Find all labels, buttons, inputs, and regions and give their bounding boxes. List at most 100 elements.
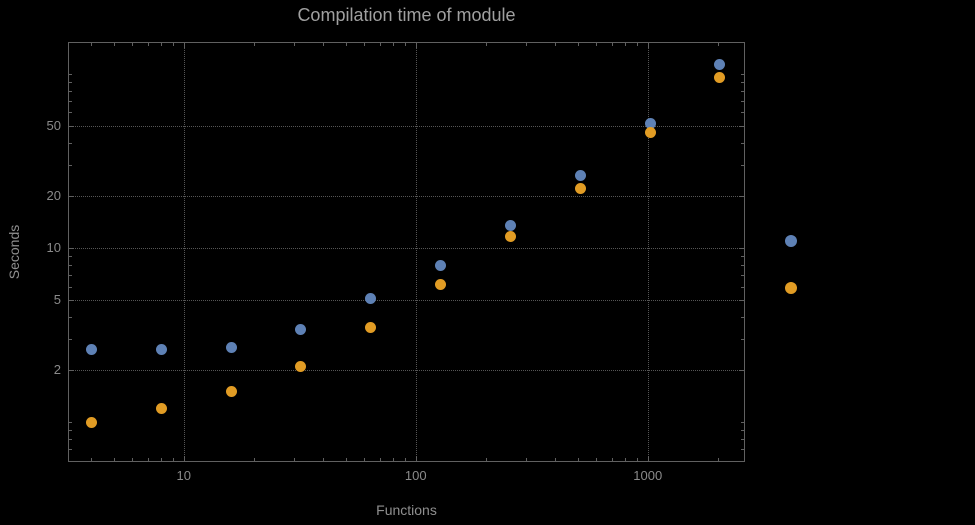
y-minor-tick — [741, 449, 744, 451]
y-minor-tick — [741, 430, 744, 432]
y-minor-tick — [741, 439, 744, 441]
x-minor-tick — [717, 43, 719, 46]
x-minor-tick — [485, 43, 487, 46]
y-minor-tick — [69, 255, 72, 257]
x-minor-tick — [485, 458, 487, 461]
x-minor-tick — [173, 43, 175, 46]
y-tick-mark — [69, 369, 74, 371]
x-minor-tick — [379, 43, 381, 46]
x-minor-tick — [405, 43, 407, 46]
y-minor-tick — [69, 317, 72, 319]
y-tick-label: 20 — [46, 187, 61, 203]
y-tick-mark — [69, 126, 74, 128]
y-minor-tick — [741, 100, 744, 102]
data-point-blue — [504, 219, 516, 231]
x-minor-tick — [379, 458, 381, 461]
x-minor-tick — [596, 43, 598, 46]
x-minor-tick — [294, 43, 296, 46]
y-minor-tick — [69, 339, 72, 341]
y-tick-mark — [69, 300, 74, 302]
x-minor-tick — [132, 43, 134, 46]
y-minor-tick — [69, 461, 72, 462]
legend — [785, 235, 797, 329]
data-point-blue — [644, 117, 656, 129]
x-minor-tick — [161, 43, 163, 46]
x-minor-tick — [577, 43, 579, 46]
y-minor-tick — [69, 90, 72, 92]
x-minor-tick — [323, 43, 325, 46]
y-minor-tick — [69, 73, 72, 75]
y-minor-tick — [741, 73, 744, 75]
x-minor-tick — [611, 458, 613, 461]
y-gridline — [69, 369, 744, 371]
x-tick-mark — [647, 456, 649, 461]
x-gridline — [647, 43, 649, 461]
x-minor-tick — [555, 43, 557, 46]
y-tick-mark — [739, 126, 744, 128]
y-minor-tick — [69, 112, 72, 114]
y-tick-mark — [69, 195, 74, 197]
x-minor-tick — [596, 458, 598, 461]
y-minor-tick — [741, 339, 744, 341]
data-point-blue — [85, 344, 97, 356]
y-tick-mark — [739, 195, 744, 197]
x-tick-mark — [183, 43, 185, 48]
x-minor-tick — [611, 43, 613, 46]
x-minor-tick — [132, 458, 134, 461]
y-minor-tick — [69, 100, 72, 102]
data-point-orange — [714, 72, 726, 84]
y-tick-label: 5 — [53, 292, 61, 308]
y-minor-tick — [741, 90, 744, 92]
x-minor-tick — [147, 43, 149, 46]
x-tick-label: 10 — [176, 468, 192, 483]
y-tick-label: 10 — [46, 240, 61, 255]
y-minor-tick — [741, 275, 744, 276]
data-point-orange — [504, 231, 516, 243]
x-minor-tick — [637, 458, 639, 461]
x-gridline — [183, 43, 185, 461]
data-point-orange — [365, 321, 377, 333]
data-point-blue — [225, 341, 237, 353]
y-tick-mark — [739, 369, 744, 371]
data-point-orange — [435, 278, 447, 290]
data-point-blue — [574, 170, 586, 182]
x-minor-tick — [113, 43, 115, 46]
x-tick-mark — [415, 456, 417, 461]
y-tick-mark — [739, 300, 744, 302]
x-minor-tick — [91, 43, 93, 46]
x-minor-tick — [323, 458, 325, 461]
chart-title: Compilation time of module — [297, 5, 516, 25]
x-minor-tick — [393, 458, 395, 461]
x-tick-mark — [415, 43, 417, 48]
y-axis-label: Seconds — [6, 224, 22, 280]
y-minor-tick — [69, 422, 72, 424]
x-minor-tick — [173, 458, 175, 461]
x-tick-mark — [647, 43, 649, 48]
x-minor-tick — [717, 458, 719, 461]
x-axis-label: Functions — [376, 502, 437, 518]
legend-marker-orange — [785, 282, 797, 294]
y-minor-tick — [69, 164, 72, 166]
x-minor-tick — [345, 43, 347, 46]
data-point-orange — [225, 386, 237, 398]
x-tick-mark — [183, 456, 185, 461]
data-point-blue — [295, 324, 307, 336]
data-point-blue — [714, 58, 726, 70]
data-point-orange — [85, 416, 97, 428]
y-minor-tick — [741, 81, 744, 83]
x-minor-tick — [393, 43, 395, 46]
x-minor-tick — [253, 458, 255, 461]
y-gridline — [69, 126, 744, 128]
x-minor-tick — [345, 458, 347, 461]
x-tick-label: 100 — [404, 468, 427, 483]
legend-marker-blue — [785, 235, 797, 247]
x-minor-tick — [91, 458, 93, 461]
y-minor-tick — [69, 430, 72, 432]
x-minor-tick — [625, 458, 627, 461]
y-minor-tick — [741, 255, 744, 257]
x-gridline — [415, 43, 417, 461]
data-point-orange — [155, 403, 167, 415]
data-point-orange — [574, 182, 586, 194]
plot-area: 10 100 1000 2 5 10 20 50 — [47, 42, 745, 483]
